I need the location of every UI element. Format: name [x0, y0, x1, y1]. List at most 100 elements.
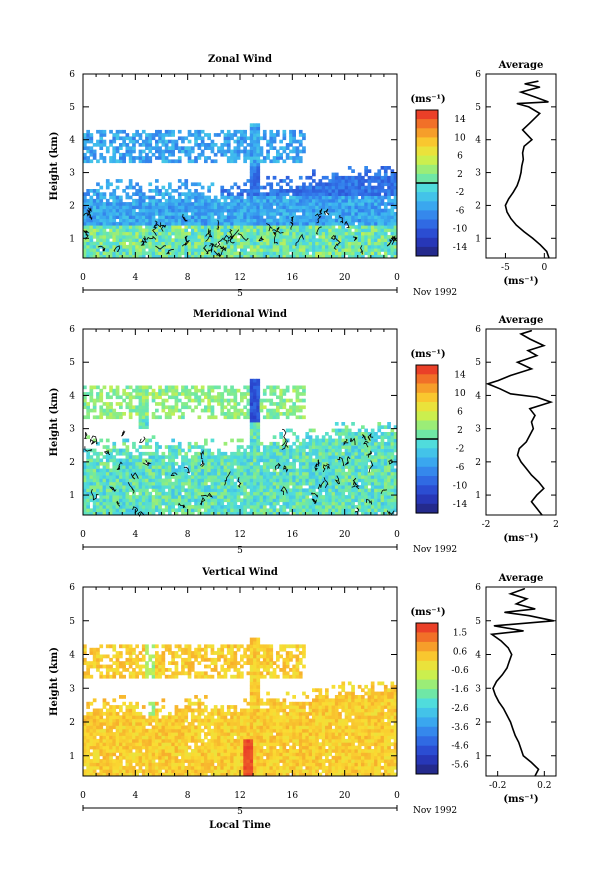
- heatmap-cell: [102, 455, 107, 459]
- heatmap-cell: [236, 412, 241, 416]
- heatmap-cell: [135, 139, 139, 144]
- heatmap-cell: [187, 146, 192, 150]
- heatmap-cell: [230, 505, 234, 509]
- heatmap-cell: [194, 475, 198, 479]
- heatmap-cell: [102, 465, 107, 469]
- heatmap-cell: [89, 398, 94, 403]
- contour-line: [146, 235, 157, 240]
- heatmap-cell: [298, 241, 303, 246]
- heatmap-cell: [269, 498, 274, 503]
- heatmap-cell: [105, 212, 110, 216]
- heatmap-cell: [279, 254, 283, 259]
- heatmap-cell: [217, 465, 221, 469]
- heatmap-cell: [380, 202, 385, 206]
- heatmap-cell: [200, 208, 205, 213]
- heatmap-cell: [253, 402, 257, 406]
- heatmap-cell: [377, 241, 382, 246]
- heatmap-cell: [164, 495, 169, 499]
- heatmap-cell: [174, 461, 179, 466]
- heatmap-cell: [390, 169, 395, 173]
- heatmap-cell: [119, 152, 123, 157]
- heatmap-cell: [141, 254, 146, 259]
- heatmap-cell: [279, 511, 283, 516]
- heatmap-cell: [141, 235, 146, 239]
- heatmap-cell: [105, 235, 110, 239]
- heatmap-cell: [315, 192, 319, 196]
- heatmap-cell: [272, 208, 277, 213]
- heatmap-cell: [226, 412, 231, 416]
- heatmap-cell: [230, 218, 234, 223]
- heatmap-cell: [253, 254, 257, 259]
- heatmap-cell: [298, 215, 303, 219]
- heatmap-cell: [230, 244, 234, 249]
- contour-line: [216, 219, 220, 230]
- heatmap-cell: [367, 235, 372, 239]
- heatmap-cell: [174, 238, 179, 242]
- heatmap-cell: [325, 241, 329, 246]
- heatmap-cell: [109, 511, 113, 516]
- heatmap-cell: [236, 408, 241, 413]
- heatmap-cell: [145, 392, 149, 396]
- heatmap-cell: [158, 254, 162, 259]
- heatmap-cell: [119, 156, 123, 160]
- heatmap-cell: [96, 159, 100, 164]
- heatmap-cell: [334, 485, 339, 489]
- heatmap-cell: [315, 251, 319, 256]
- heatmap-cell: [171, 251, 175, 256]
- heatmap-cell: [259, 488, 264, 493]
- heatmap-cell: [96, 251, 100, 256]
- heatmap-cell: [96, 195, 100, 200]
- heatmap-cell: [315, 478, 319, 483]
- heatmap-cell: [155, 505, 159, 509]
- heatmap-cell: [308, 221, 313, 226]
- heatmap-cell: [86, 408, 90, 413]
- heatmap-cell: [102, 501, 107, 506]
- heatmap-cell: [279, 491, 283, 496]
- heatmap-cell: [236, 468, 241, 473]
- heatmap-cell: [187, 221, 192, 226]
- heatmap-cell: [374, 251, 378, 256]
- heatmap-cell: [249, 179, 254, 183]
- heatmap-cell: [269, 478, 274, 483]
- heatmap-cell: [92, 189, 97, 193]
- heatmap-cell: [89, 395, 94, 400]
- heatmap-cell: [354, 445, 359, 449]
- heatmap-cell: [364, 189, 368, 193]
- heatmap-cell: [168, 198, 172, 203]
- heatmap-cell: [190, 455, 195, 459]
- heatmap-cell: [302, 231, 306, 236]
- heatmap-cell: [158, 501, 162, 506]
- heatmap-cell: [210, 408, 215, 413]
- heatmap-cell: [190, 205, 195, 210]
- heatmap-cell: [246, 498, 251, 503]
- contour-line: [184, 235, 190, 245]
- heatmap-cell: [194, 218, 198, 223]
- heatmap-cell: [246, 465, 251, 469]
- heatmap-cell: [276, 441, 280, 446]
- heatmap-cell: [112, 392, 117, 396]
- heatmap-cell: [390, 205, 395, 210]
- heatmap-cell: [230, 475, 234, 479]
- heatmap-cell: [145, 195, 149, 200]
- heatmap-cell: [226, 192, 231, 196]
- heatmap-cell: [184, 146, 189, 150]
- heatmap-cell: [243, 505, 247, 509]
- heatmap-cell: [302, 254, 306, 259]
- colorbar-tick-label: -2: [456, 188, 465, 198]
- heatmap-cell: [289, 461, 293, 466]
- heatmap-cell: [138, 202, 143, 206]
- heatmap-cell: [158, 508, 162, 513]
- heatmap-cell: [102, 139, 107, 144]
- heatmap-cell: [344, 215, 349, 219]
- heatmap-cell: [302, 468, 306, 473]
- heatmap-cell: [259, 225, 264, 229]
- heatmap-cell: [233, 485, 238, 489]
- heatmap-cell: [177, 445, 182, 449]
- heatmap-cell: [318, 495, 323, 499]
- heatmap-cell: [321, 228, 326, 233]
- heatmap-cell: [223, 244, 228, 249]
- heatmap-cell: [158, 491, 162, 496]
- heatmap-cell: [256, 143, 261, 147]
- heatmap-cell: [279, 461, 283, 466]
- heatmap-cell: [318, 238, 323, 242]
